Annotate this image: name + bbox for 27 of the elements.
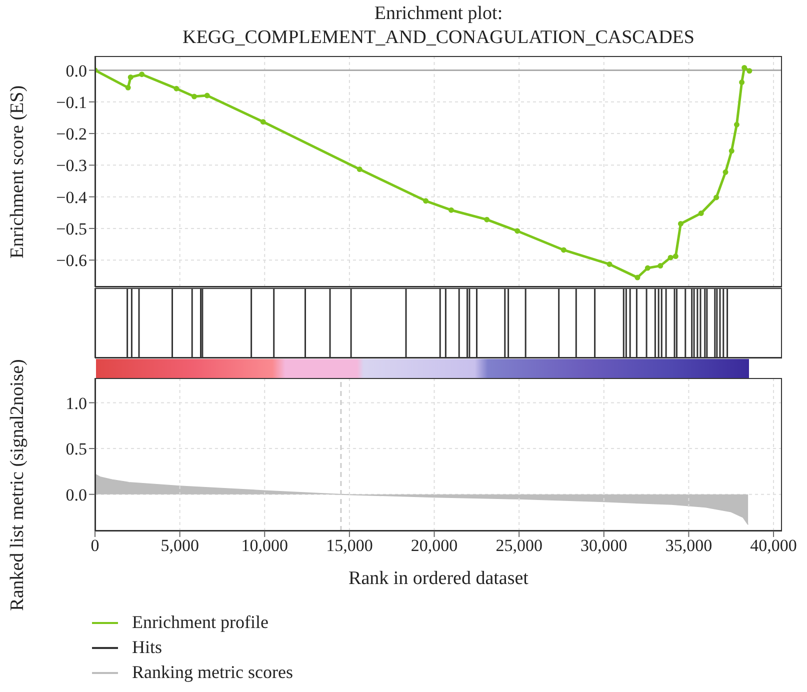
chart-subtitle: KEGG_COMPLEMENT_AND_CONAGULATION_CASCADES [182,26,696,50]
legend-label: Hits [132,637,162,658]
y-tick-label: −0.4 [56,188,88,207]
y-tick-label: −0.2 [56,124,87,144]
x-tick-label: 20,000 [410,536,458,556]
y-tick-label: −0.3 [56,156,87,176]
x-axis-title: Rank in ordered dataset [348,568,530,590]
y-tick-label: 0.0 [66,485,87,504]
x-tick-label: 0 [90,536,100,556]
x-tick-label: 35,000 [665,536,712,556]
x-tick-label: 10,000 [241,536,288,556]
y-tick-label: 0.5 [66,440,87,459]
y-tick-label: 0.0 [66,61,87,80]
y-tick-label: −0.1 [56,92,87,112]
legend-label: Ranking metric scores [132,662,293,683]
y-tick-label: −0.6 [56,251,87,270]
y-tick-label: −0.5 [56,219,87,238]
chart-title: Enrichment plot: [373,2,504,26]
y-axis-title: Enrichment score (ES) [7,85,29,259]
x-tick-label: 15,000 [326,536,373,556]
legend-label: Enrichment profile [132,612,268,633]
y-tick-label: 1.0 [66,394,87,413]
x-tick-label: 5,000 [160,536,199,556]
x-tick-label: 40,000 [750,536,797,556]
y-axis-title: Ranked list metric (signal2noise) [7,359,29,611]
x-tick-label: 30,000 [580,536,628,556]
x-tick-label: 25,000 [496,536,542,556]
